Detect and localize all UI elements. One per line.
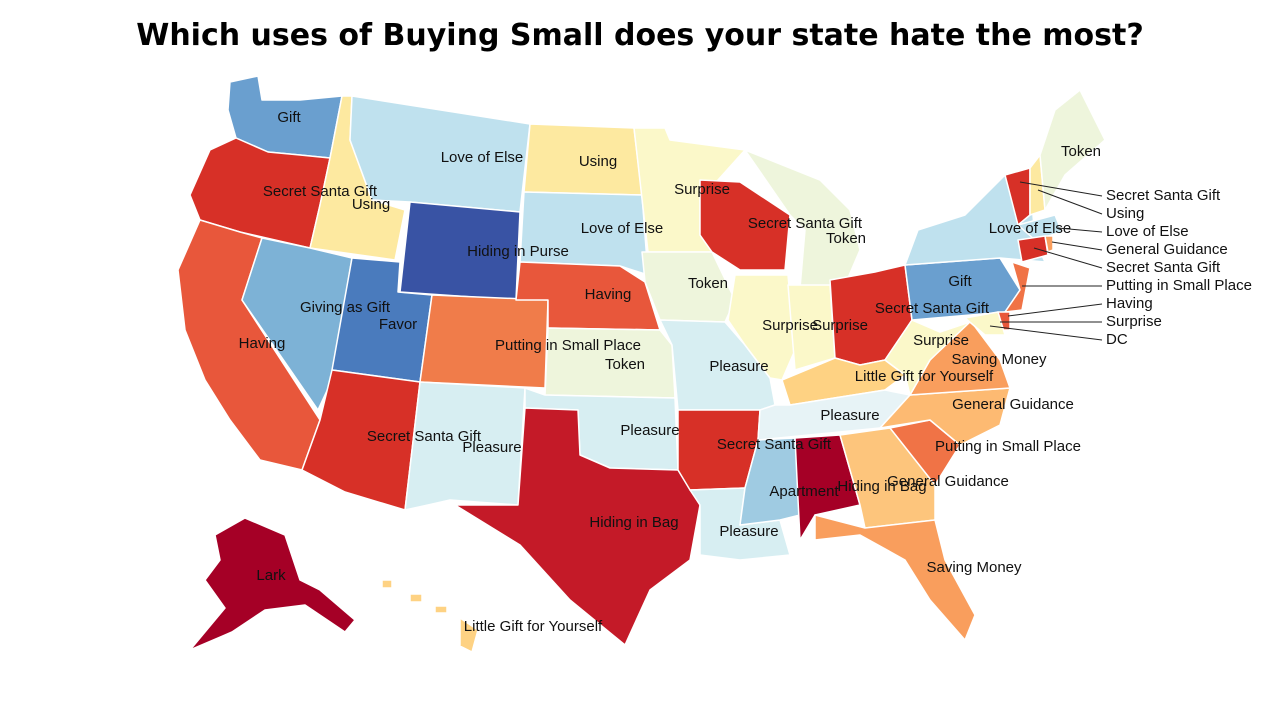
label-ut: Favor bbox=[379, 316, 417, 333]
label-me: Token bbox=[1061, 143, 1101, 160]
callout-label-nj: Putting in Small Place bbox=[1106, 277, 1252, 294]
state-wi[interactable] bbox=[699, 179, 791, 271]
state-nj[interactable] bbox=[1004, 261, 1031, 313]
callout-label-de: Having bbox=[1106, 295, 1153, 312]
label-ms: Apartment bbox=[769, 483, 839, 500]
callout-label-dc: DC bbox=[1106, 331, 1128, 348]
callout-label-ma: Love of Else bbox=[1106, 223, 1189, 240]
callout-line-9 bbox=[989, 325, 1103, 341]
callout-line-5 bbox=[1033, 247, 1103, 269]
label-tn: Pleasure bbox=[820, 407, 879, 424]
state-wv[interactable] bbox=[884, 319, 971, 396]
label-ak: Lark bbox=[256, 567, 286, 584]
callout-line-7 bbox=[1007, 303, 1103, 317]
callout-label-ri: General Guidance bbox=[1106, 241, 1228, 258]
callout-label-vt: Secret Santa Gift bbox=[1106, 187, 1221, 204]
label-co: Putting in Small Place bbox=[495, 337, 641, 354]
state-tx[interactable] bbox=[454, 407, 701, 646]
label-wv: Surprise bbox=[913, 332, 969, 349]
label-sc: Putting in Small Place bbox=[935, 438, 1081, 455]
state-ri[interactable] bbox=[1044, 235, 1054, 253]
state-al[interactable] bbox=[794, 434, 861, 541]
callout-label-ct: Secret Santa Gift bbox=[1106, 259, 1221, 276]
label-fl: Saving Money bbox=[926, 559, 1022, 576]
label-nd: Using bbox=[579, 153, 617, 170]
label-ga: General Guidance bbox=[887, 473, 1009, 490]
label-la: Pleasure bbox=[719, 523, 778, 540]
label-ca: Having bbox=[239, 335, 286, 352]
label-hi: Little Gift for Yourself bbox=[464, 618, 603, 635]
label-ky: Little Gift for Yourself bbox=[855, 368, 994, 385]
label-ar: Secret Santa Gift bbox=[717, 436, 832, 453]
label-ks: Token bbox=[605, 356, 645, 373]
label-mo: Pleasure bbox=[709, 358, 768, 375]
label-nv: Giving as Gift bbox=[300, 299, 391, 316]
label-id: Using bbox=[352, 196, 390, 213]
map-title: Which uses of Buying Small does your sta… bbox=[136, 18, 1144, 53]
state-hi[interactable] bbox=[381, 579, 479, 653]
callout-line-3 bbox=[1057, 227, 1103, 233]
label-tx: Hiding in Bag bbox=[589, 514, 678, 531]
label-mt: Love of Else bbox=[441, 149, 524, 166]
label-nm: Pleasure bbox=[462, 439, 521, 456]
label-in: Surprise bbox=[812, 317, 868, 334]
label-ne: Having bbox=[585, 286, 632, 303]
state-ks[interactable] bbox=[544, 327, 676, 399]
label-nc: General Guidance bbox=[952, 396, 1074, 413]
label-ok: Pleasure bbox=[620, 422, 679, 439]
callout-label-md: Surprise bbox=[1106, 313, 1162, 330]
state-md[interactable] bbox=[964, 311, 1006, 336]
callout-line-2 bbox=[1037, 189, 1103, 215]
label-az: Secret Santa Gift bbox=[367, 428, 482, 445]
callout-line-4 bbox=[1051, 241, 1103, 251]
state-fl[interactable] bbox=[814, 514, 976, 641]
label-va: Saving Money bbox=[951, 351, 1047, 368]
state-ma[interactable] bbox=[1017, 214, 1063, 241]
label-mi: Token bbox=[826, 230, 866, 247]
label-wi: Secret Santa Gift bbox=[748, 215, 863, 232]
label-il: Surprise bbox=[762, 317, 818, 334]
label-wa: Gift bbox=[277, 109, 301, 126]
label-sd: Love of Else bbox=[581, 220, 664, 237]
state-sd[interactable] bbox=[519, 191, 649, 276]
label-mn: Surprise bbox=[674, 181, 730, 198]
state-me[interactable] bbox=[1039, 89, 1106, 211]
label-ny: Love of Else bbox=[989, 220, 1072, 237]
label-pa: Gift bbox=[948, 273, 972, 290]
label-ia: Token bbox=[688, 275, 728, 292]
label-oh: Secret Santa Gift bbox=[875, 300, 990, 317]
label-wy: Hiding in Purse bbox=[467, 243, 569, 260]
label-al: Hiding in Bag bbox=[837, 478, 926, 495]
state-ak[interactable] bbox=[189, 517, 356, 651]
callout-label-nh: Using bbox=[1106, 205, 1144, 222]
callout-lines bbox=[989, 181, 1103, 341]
state-ct[interactable] bbox=[1017, 235, 1049, 263]
label-or: Secret Santa Gift bbox=[263, 183, 378, 200]
state-ca[interactable] bbox=[177, 219, 321, 471]
callout-line-1 bbox=[1019, 181, 1103, 197]
